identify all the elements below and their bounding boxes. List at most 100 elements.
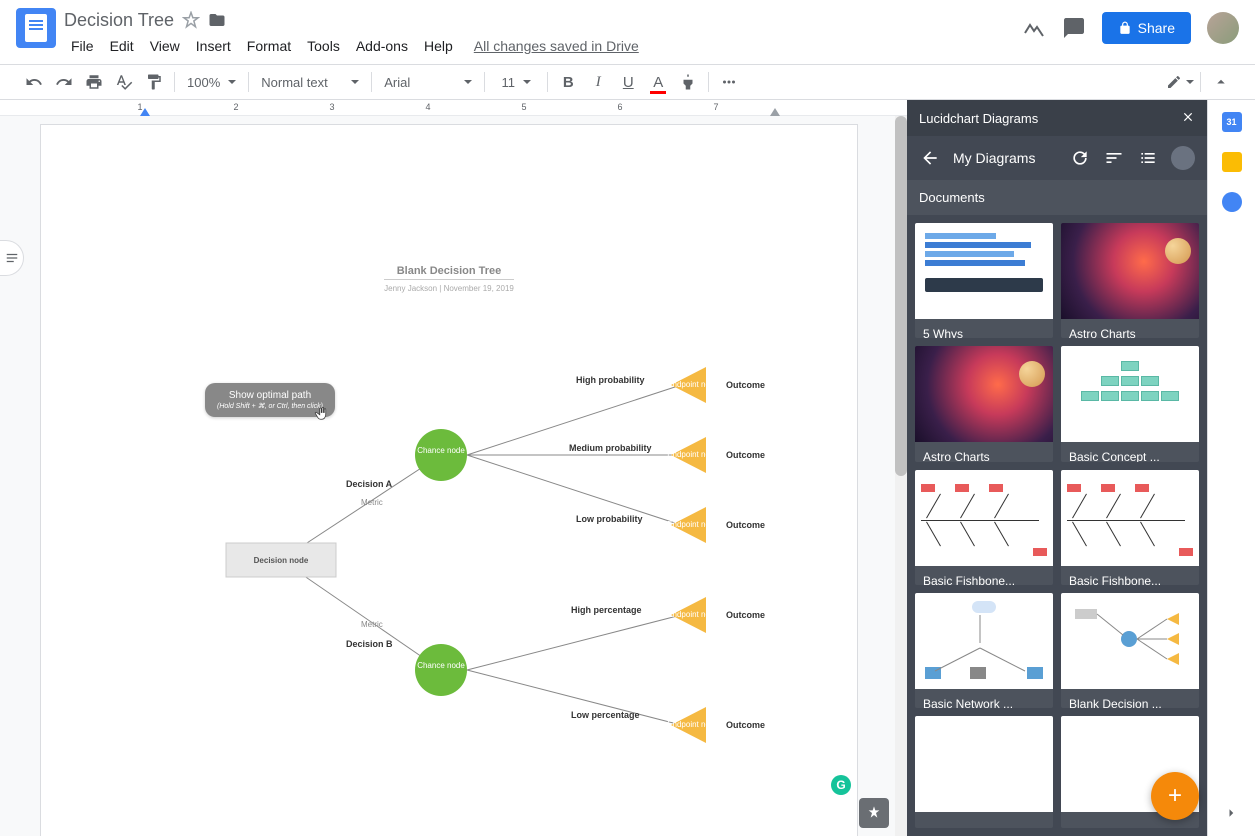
hide-menus-icon[interactable]	[1207, 68, 1235, 96]
svg-text:Metric: Metric	[361, 620, 383, 629]
close-icon[interactable]	[1181, 110, 1195, 127]
svg-text:Chance node: Chance node	[417, 446, 465, 455]
print-icon[interactable]	[80, 68, 108, 96]
vertical-scrollbar[interactable]	[895, 116, 907, 836]
spellcheck-icon[interactable]	[110, 68, 138, 96]
menu-tools[interactable]: Tools	[300, 34, 347, 58]
menu-help[interactable]: Help	[417, 34, 460, 58]
saved-status-link[interactable]: All changes saved in Drive	[474, 38, 639, 54]
diagram-card[interactable]: Blank Decision ...	[1061, 593, 1199, 708]
diagram-card[interactable]: Astro Charts	[1061, 223, 1199, 338]
diagram-card[interactable]: Basic Network ...	[915, 593, 1053, 708]
diagram-title: Blank Decision Tree	[41, 125, 857, 277]
card-caption: Astro Charts	[1061, 319, 1199, 338]
sort-icon[interactable]	[1103, 147, 1125, 169]
panel-title: Lucidchart Diagrams	[919, 111, 1038, 126]
style-dropdown[interactable]: Normal text	[255, 68, 365, 96]
diagram-card[interactable]: Basic Fishbone...	[915, 470, 1053, 585]
svg-text:Metric: Metric	[361, 498, 383, 507]
svg-text:Endpoint node: Endpoint node	[667, 610, 719, 619]
tasks-icon[interactable]	[1222, 192, 1242, 212]
editing-mode-icon[interactable]	[1166, 68, 1194, 96]
diagram-card[interactable]: Basic Fishbone...	[1061, 470, 1199, 585]
title-area: Decision Tree File Edit View Insert Form…	[64, 8, 1022, 58]
star-icon[interactable]	[182, 11, 200, 29]
svg-text:Chance node: Chance node	[417, 661, 465, 670]
card-caption: Blank Decision ...	[1061, 689, 1199, 708]
grammarly-icon[interactable]: G	[831, 775, 851, 795]
document-page[interactable]: Blank Decision Tree Jenny Jackson | Nove…	[40, 124, 858, 836]
user-avatar[interactable]	[1207, 12, 1239, 44]
zoom-value: 100%	[187, 75, 220, 90]
text-color-icon[interactable]: A	[644, 68, 672, 96]
bold-icon[interactable]: B	[554, 68, 582, 96]
menu-view[interactable]: View	[143, 34, 187, 58]
diagram-card[interactable]: Astro Charts	[915, 346, 1053, 461]
move-folder-icon[interactable]	[208, 11, 226, 29]
italic-icon[interactable]: I	[584, 68, 612, 96]
svg-text:Decision B: Decision B	[346, 639, 393, 649]
svg-text:Outcome: Outcome	[726, 380, 765, 390]
highlight-icon[interactable]	[674, 68, 702, 96]
decision-tree-diagram: Decision node Chance node Chance node En…	[151, 345, 801, 835]
menu-format[interactable]: Format	[240, 34, 298, 58]
document-area: 1234567 Blank Decision Tree Jenny Jackso…	[0, 100, 907, 836]
zoom-dropdown[interactable]: 100%	[181, 68, 242, 96]
docs-logo-icon[interactable]	[16, 8, 56, 48]
fontsize-dropdown[interactable]: 11	[491, 68, 541, 96]
right-rail	[1207, 100, 1255, 836]
menu-insert[interactable]: Insert	[189, 34, 238, 58]
refresh-icon[interactable]	[1069, 147, 1091, 169]
card-caption: Basic Fishbone...	[1061, 566, 1199, 585]
diagram-card[interactable]: Basic Concept ...	[1061, 346, 1199, 461]
show-side-panel-icon[interactable]	[1222, 804, 1242, 824]
svg-text:High percentage: High percentage	[571, 605, 642, 615]
list-icon[interactable]	[1137, 147, 1159, 169]
svg-text:Outcome: Outcome	[726, 720, 765, 730]
toolbar: 100% Normal text Arial 11 B I U A	[0, 64, 1255, 100]
share-button[interactable]: Share	[1102, 12, 1191, 44]
card-caption: Basic Network ...	[915, 689, 1053, 708]
svg-text:Endpoint node: Endpoint node	[667, 720, 719, 729]
card-caption: Basic Fishbone...	[915, 566, 1053, 585]
lucidchart-panel: Lucidchart Diagrams My Diagrams Document…	[907, 100, 1207, 836]
menu-edit[interactable]: Edit	[103, 34, 141, 58]
diagram-subtitle: Jenny Jackson | November 19, 2019	[41, 284, 857, 293]
explore-button[interactable]	[859, 798, 889, 828]
redo-icon[interactable]	[50, 68, 78, 96]
comments-icon[interactable]	[1062, 16, 1086, 40]
outline-toggle-icon[interactable]	[0, 240, 24, 276]
back-icon[interactable]	[919, 147, 941, 169]
paint-format-icon[interactable]	[140, 68, 168, 96]
menu-addons[interactable]: Add-ons	[349, 34, 415, 58]
menu-file[interactable]: File	[64, 34, 101, 58]
svg-text:Endpoint node: Endpoint node	[667, 450, 719, 459]
svg-text:Endpoint node: Endpoint node	[667, 520, 719, 529]
svg-text:Medium probability: Medium probability	[569, 443, 652, 453]
header: Decision Tree File Edit View Insert Form…	[0, 0, 1255, 64]
undo-icon[interactable]	[20, 68, 48, 96]
font-dropdown[interactable]: Arial	[378, 68, 478, 96]
keep-icon[interactable]	[1222, 152, 1242, 172]
menu-bar: File Edit View Insert Format Tools Add-o…	[64, 34, 1022, 58]
svg-text:High probability: High probability	[576, 375, 645, 385]
svg-text:Outcome: Outcome	[726, 450, 765, 460]
diagram-card[interactable]: 5 Whys	[915, 223, 1053, 338]
panel-nav-title: My Diagrams	[953, 150, 1057, 166]
card-caption: Astro Charts	[915, 442, 1053, 461]
diagram-card[interactable]	[915, 716, 1053, 828]
panel-avatar-icon[interactable]	[1171, 146, 1195, 170]
more-icon[interactable]	[715, 68, 743, 96]
activity-icon[interactable]	[1022, 16, 1046, 40]
main: 1234567 Blank Decision Tree Jenny Jackso…	[0, 100, 1255, 836]
header-right: Share	[1022, 8, 1239, 48]
calendar-icon[interactable]	[1222, 112, 1242, 132]
svg-text:Low probability: Low probability	[576, 514, 643, 524]
document-title[interactable]: Decision Tree	[64, 10, 174, 31]
underline-icon[interactable]: U	[614, 68, 642, 96]
panel-section-label: Documents	[907, 180, 1207, 215]
ruler[interactable]: 1234567	[0, 100, 907, 116]
svg-text:Decision node: Decision node	[254, 556, 309, 565]
new-diagram-fab[interactable]: +	[1151, 772, 1199, 820]
svg-text:Endpoint node: Endpoint node	[667, 380, 719, 389]
